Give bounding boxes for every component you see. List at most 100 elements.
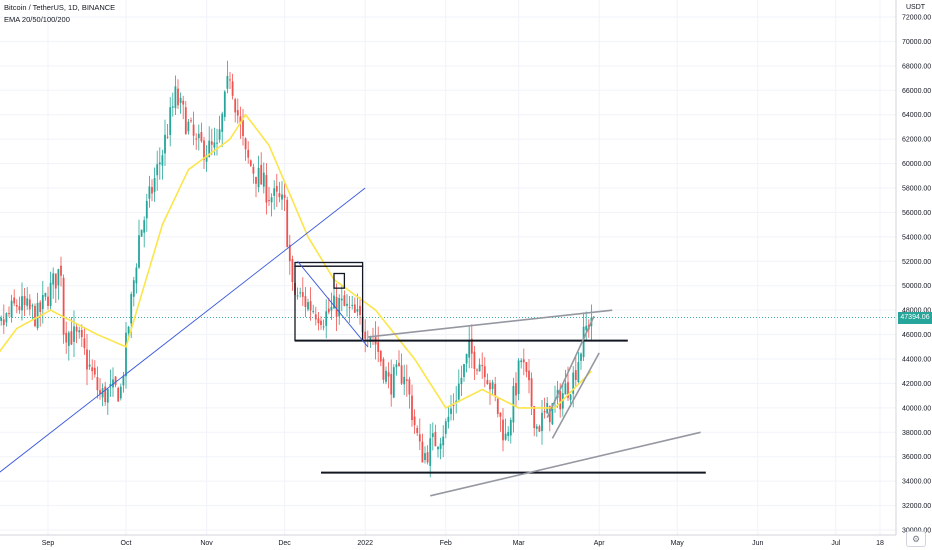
candle [140, 229, 143, 237]
candle [463, 363, 465, 382]
candle-body [236, 110, 239, 116]
candle [502, 408, 504, 452]
candle [195, 133, 198, 150]
candle [444, 418, 447, 439]
candle [65, 321, 68, 354]
candle [307, 298, 309, 312]
candle [249, 159, 252, 168]
candle-body [338, 298, 341, 317]
candle-body [322, 326, 325, 328]
candle-body [535, 426, 538, 429]
candle [460, 365, 463, 396]
candle [109, 369, 112, 397]
currency-unit-label: USDT [906, 4, 926, 11]
candle-body [476, 369, 478, 371]
candle-body [143, 220, 146, 233]
candle-body [169, 107, 172, 136]
candle [340, 285, 343, 312]
candle [286, 196, 289, 248]
candle [260, 152, 263, 185]
candle [478, 358, 481, 372]
candle [343, 290, 346, 307]
candle [577, 351, 580, 384]
candle-body [538, 426, 541, 432]
candle-body [52, 273, 55, 285]
candle-body [145, 200, 148, 219]
candle [424, 446, 426, 464]
candle-body [437, 446, 439, 450]
candle-body [268, 199, 270, 201]
candle-body [135, 267, 138, 284]
candle [112, 367, 114, 397]
candle-body [177, 88, 179, 106]
range-box [294, 261, 364, 267]
time-tick-label: Nov [200, 540, 213, 547]
candle-body [312, 311, 315, 313]
candle [507, 426, 510, 442]
candle [515, 372, 517, 407]
candle-body [54, 273, 57, 289]
candle [242, 108, 244, 146]
candle [132, 276, 135, 307]
candle [8, 306, 10, 317]
candle [161, 149, 164, 180]
candle [257, 155, 260, 193]
candle-body [429, 438, 432, 466]
trendline-dec-down [297, 261, 369, 348]
candle [426, 445, 429, 465]
candle [88, 350, 91, 370]
candle [122, 371, 125, 393]
candle-body [478, 364, 481, 372]
candle [489, 379, 491, 405]
candle-body [130, 294, 133, 324]
candle-body [39, 302, 42, 312]
candle [291, 255, 294, 291]
candle [210, 128, 213, 156]
candle-body [36, 302, 39, 329]
candle-body [304, 296, 307, 307]
candle-body [548, 405, 551, 423]
candle-body [210, 141, 213, 145]
settings-icon[interactable]: ⚙ [906, 531, 926, 547]
candle-body [348, 307, 351, 309]
candle-body [138, 235, 140, 268]
symbol-title[interactable]: Bitcoin / TetherUS, 1D, BINANCE [4, 3, 116, 12]
candle [54, 273, 57, 304]
candle-body [96, 377, 99, 391]
candle [528, 359, 530, 394]
chart-grid [0, 0, 896, 535]
candle-body [569, 394, 572, 400]
candle-body [353, 304, 356, 313]
candle [517, 358, 520, 401]
candle [309, 287, 312, 321]
candle-body [234, 99, 237, 113]
candle-body [463, 364, 465, 378]
candle [265, 163, 268, 215]
candle [585, 311, 588, 341]
candle-body [299, 292, 302, 294]
candle-body [499, 412, 502, 417]
candle [158, 147, 161, 180]
candle [99, 378, 101, 400]
indicator-legend[interactable]: EMA 20/50/100/200 [4, 15, 70, 24]
candle [525, 362, 528, 378]
candle-body [405, 379, 408, 381]
candle-body [179, 97, 182, 103]
candle-body [119, 386, 122, 399]
candle-body [10, 300, 13, 318]
candle [60, 256, 62, 287]
candle-body [260, 164, 263, 185]
candle [86, 333, 88, 386]
candle-body [525, 362, 528, 372]
candle-body [93, 367, 96, 375]
candle-body [421, 441, 424, 463]
candle-body [460, 377, 463, 385]
candle [179, 92, 182, 114]
candle [395, 359, 398, 376]
candle-body [18, 306, 21, 311]
candle [236, 98, 239, 124]
candle-body [473, 351, 476, 369]
candle [52, 267, 55, 299]
candle [31, 303, 34, 320]
